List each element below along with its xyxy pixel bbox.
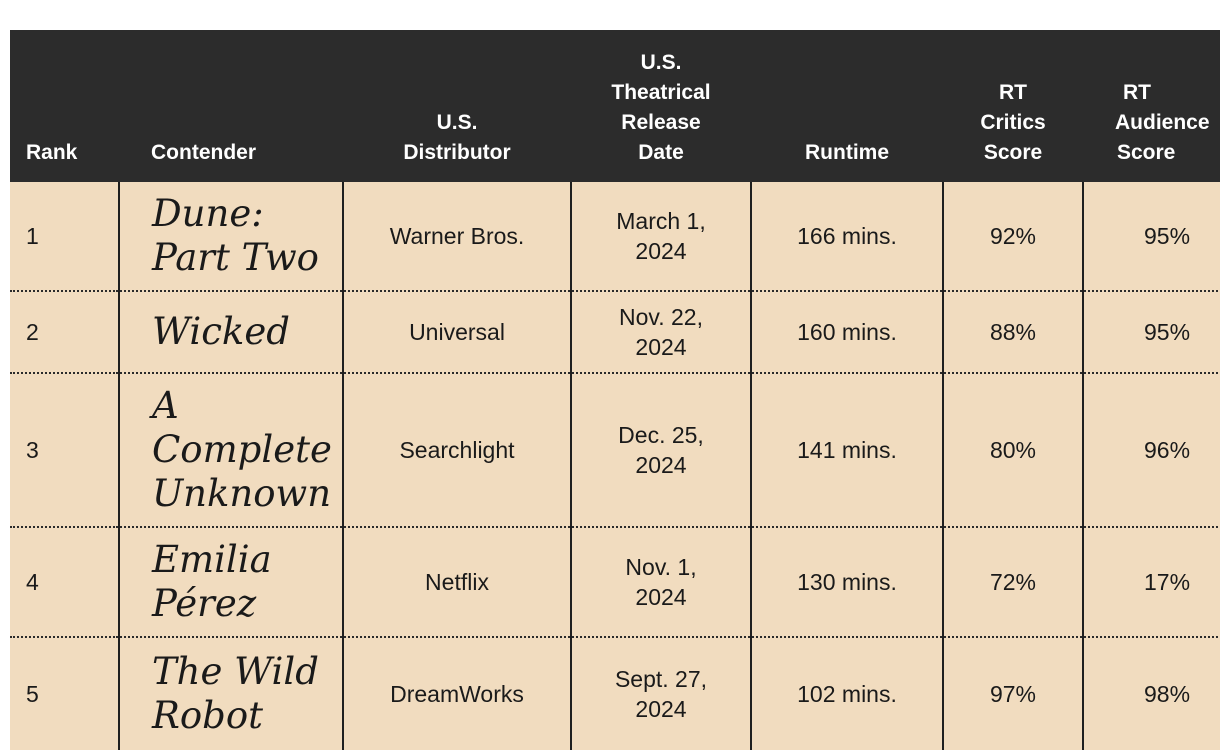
contender-cell: Wicked — [118, 291, 343, 374]
release-date-cell: Nov. 1, 2024 — [570, 527, 751, 638]
audience-score-cell: 17% — [1082, 527, 1220, 638]
runtime-cell: 130 mins. — [750, 527, 943, 638]
rank-cell: 5 — [10, 637, 119, 750]
audience-score-cell: 95% — [1082, 182, 1220, 292]
runtime-cell: 160 mins. — [750, 291, 943, 374]
rank-cell: 2 — [10, 291, 119, 374]
distributor-cell: Searchlight — [342, 373, 571, 528]
table-header-row: Rank Contender U.S. Distributor U.S. The… — [10, 30, 1220, 182]
critics-score-cell: 80% — [942, 373, 1083, 528]
distributor-cell: Netflix — [342, 527, 571, 638]
audience-score-cell: 98% — [1082, 637, 1220, 750]
runtime-cell: 166 mins. — [750, 182, 943, 292]
distributor-cell: DreamWorks — [342, 637, 571, 750]
contenders-table: Rank Contender U.S. Distributor U.S. The… — [10, 30, 1220, 750]
audience-score-cell: 96% — [1082, 373, 1220, 528]
header-audience-score: RT Audience Score — [1083, 30, 1220, 182]
table-row: 2 Wicked Universal Nov. 22, 2024 160 min… — [10, 291, 1220, 374]
header-contender: Contender — [119, 30, 343, 182]
header-runtime: Runtime — [751, 30, 943, 182]
contenders-table-container: Rank Contender U.S. Distributor U.S. The… — [10, 30, 1220, 756]
rank-cell: 1 — [10, 182, 119, 292]
contender-cell: A Complete Unknown — [118, 373, 343, 528]
header-critics-score: RT Critics Score — [943, 30, 1083, 182]
table-row: 5 The Wild Robot DreamWorks Sept. 27, 20… — [10, 637, 1220, 750]
distributor-cell: Warner Bros. — [342, 182, 571, 292]
critics-score-cell: 92% — [942, 182, 1083, 292]
table-row: 1 Dune: Part Two Warner Bros. March 1, 2… — [10, 182, 1220, 292]
release-date-cell: Dec. 25, 2024 — [570, 373, 751, 528]
release-date-cell: Sept. 27, 2024 — [570, 637, 751, 750]
header-distributor: U.S. Distributor — [343, 30, 571, 182]
contender-cell: Emilia Pérez — [118, 527, 343, 638]
critics-score-cell: 72% — [942, 527, 1083, 638]
table-row: 4 Emilia Pérez Netflix Nov. 1, 2024 130 … — [10, 527, 1220, 638]
contender-cell: The Wild Robot — [118, 637, 343, 750]
header-rank: Rank — [10, 30, 119, 182]
release-date-cell: Nov. 22, 2024 — [570, 291, 751, 374]
rank-cell: 4 — [10, 527, 119, 638]
release-date-cell: March 1, 2024 — [570, 182, 751, 292]
runtime-cell: 141 mins. — [750, 373, 943, 528]
header-release-date: U.S. Theatrical Release Date — [571, 30, 751, 182]
audience-score-cell: 95% — [1082, 291, 1220, 374]
contender-cell: Dune: Part Two — [118, 182, 343, 292]
critics-score-cell: 97% — [942, 637, 1083, 750]
runtime-cell: 102 mins. — [750, 637, 943, 750]
table-row: 3 A Complete Unknown Searchlight Dec. 25… — [10, 373, 1220, 528]
rank-cell: 3 — [10, 373, 119, 528]
distributor-cell: Universal — [342, 291, 571, 374]
critics-score-cell: 88% — [942, 291, 1083, 374]
